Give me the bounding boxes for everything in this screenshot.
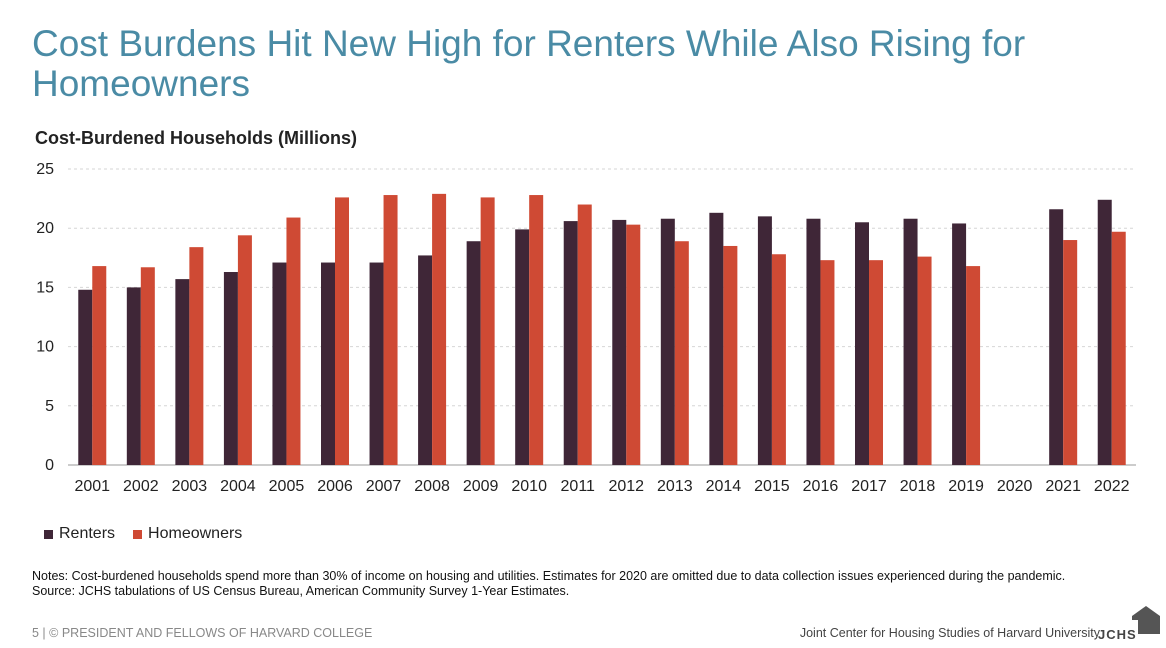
bar-renters-2002 (126, 287, 141, 465)
legend-label-homeowners: Homeowners (148, 525, 243, 542)
x-tick-label: 2012 (608, 478, 644, 495)
bar-homeowners-2018 (917, 256, 932, 465)
bar-renters-2004 (223, 272, 238, 465)
x-tick-label: 2017 (851, 478, 887, 495)
legend-swatch-renters (44, 529, 53, 539)
x-tick-label: 2004 (220, 478, 256, 495)
notes-text: Notes: Cost-burdened households spend mo… (32, 569, 1066, 583)
y-tick-label: 25 (36, 161, 54, 178)
x-tick-label: 2020 (997, 478, 1033, 495)
bar-homeowners-2017 (869, 260, 883, 465)
bar-homeowners-2008 (432, 193, 447, 465)
bar-renters-2003 (175, 279, 190, 465)
x-tick-label: 2019 (948, 478, 984, 495)
notes: Notes: Cost-burdened households spend mo… (32, 569, 1122, 599)
x-tick-label: 2021 (1045, 478, 1081, 495)
bar-renters-2017 (855, 222, 869, 465)
bar-renters-2016 (806, 218, 821, 465)
bar-homeowners-2019 (966, 266, 981, 465)
legend: Renters Homeowners (44, 525, 242, 543)
jchs-logo: JCHS (1098, 604, 1160, 642)
y-tick-label: 20 (36, 220, 54, 237)
bar-homeowners-2011 (577, 204, 592, 465)
bar-homeowners-2005 (286, 217, 301, 465)
source-text: Source: JCHS tabulations of US Census Bu… (32, 584, 570, 598)
bar-renters-2021 (1049, 209, 1064, 465)
bar-homeowners-2009 (480, 197, 495, 465)
bar-renters-2011 (563, 221, 578, 465)
x-tick-label: 2005 (269, 478, 305, 495)
bar-renters-2022 (1097, 199, 1112, 465)
x-tick-label: 2022 (1094, 478, 1130, 495)
x-tick-label: 2009 (463, 478, 499, 495)
bar-renters-2013 (660, 218, 675, 465)
bar-homeowners-2007 (383, 195, 398, 465)
bar-renters-2001 (78, 289, 93, 465)
legend-label-renters: Renters (59, 525, 116, 542)
y-tick-label: 0 (45, 457, 54, 474)
x-tick-label: 2010 (511, 478, 547, 495)
bar-renters-2019 (952, 223, 967, 465)
footer-copyright: 5 | © PRESIDENT AND FELLOWS OF HARVARD C… (32, 626, 373, 640)
bar-homeowners-2012 (626, 224, 641, 465)
x-tick-label: 2006 (317, 478, 353, 495)
bar-homeowners-2022 (1111, 231, 1126, 465)
x-tick-label: 2007 (366, 478, 402, 495)
bar-renters-2010 (515, 229, 530, 465)
bar-renters-2005 (272, 262, 287, 465)
x-tick-label: 2008 (414, 478, 450, 495)
chart-title: Cost-Burdened Households (Millions) (35, 128, 357, 148)
page-title: Cost Burdens Hit New High for Renters Wh… (32, 23, 1026, 104)
bar-homeowners-2002 (140, 267, 155, 465)
y-tick-label: 15 (36, 279, 54, 296)
bar-homeowners-2004 (237, 235, 252, 465)
y-axis-ticks: 0 5 10 15 20 25 (36, 161, 54, 474)
bars (78, 193, 1126, 465)
bar-homeowners-2021 (1063, 240, 1078, 465)
logo-text: JCHS (1098, 627, 1137, 642)
bar-renters-2018 (903, 218, 918, 465)
bar-homeowners-2006 (335, 197, 349, 465)
x-tick-label: 2013 (657, 478, 693, 495)
bar-homeowners-2010 (529, 195, 544, 465)
footer-organization: Joint Center for Housing Studies of Harv… (799, 626, 1100, 640)
legend-item-renters: Renters (44, 525, 115, 543)
legend-item-homeowners: Homeowners (133, 525, 242, 543)
bar-homeowners-2003 (189, 247, 204, 465)
y-tick-label: 10 (36, 339, 54, 356)
bar-homeowners-2014 (723, 245, 738, 465)
y-tick-label: 5 (45, 398, 54, 415)
bar-renters-2006 (321, 262, 335, 465)
x-tick-label: 2018 (900, 478, 936, 495)
legend-swatch-homeowners (133, 529, 143, 539)
x-tick-label: 2011 (561, 478, 596, 495)
bar-renters-2014 (709, 212, 724, 465)
bar-renters-2015 (757, 216, 772, 465)
bar-homeowners-2013 (674, 241, 689, 465)
x-tick-label: 2003 (172, 478, 208, 495)
bar-renters-2007 (369, 262, 384, 465)
bar-renters-2008 (418, 255, 433, 465)
bar-homeowners-2015 (771, 254, 786, 465)
x-tick-label: 2014 (706, 478, 742, 495)
bar-renters-2012 (612, 219, 627, 465)
x-tick-label: 2001 (74, 478, 110, 495)
house-icon (1126, 606, 1160, 634)
x-tick-label: 2015 (754, 478, 790, 495)
bar-renters-2009 (466, 241, 481, 465)
x-tick-label: 2016 (803, 478, 839, 495)
bar-homeowners-2001 (92, 266, 107, 465)
bar-homeowners-2016 (820, 260, 835, 465)
x-tick-label: 2002 (123, 478, 159, 495)
x-axis-ticks: 2001 2002 2003 2004 2005 2006 2007 2008 2009 2010… (74, 478, 1129, 495)
